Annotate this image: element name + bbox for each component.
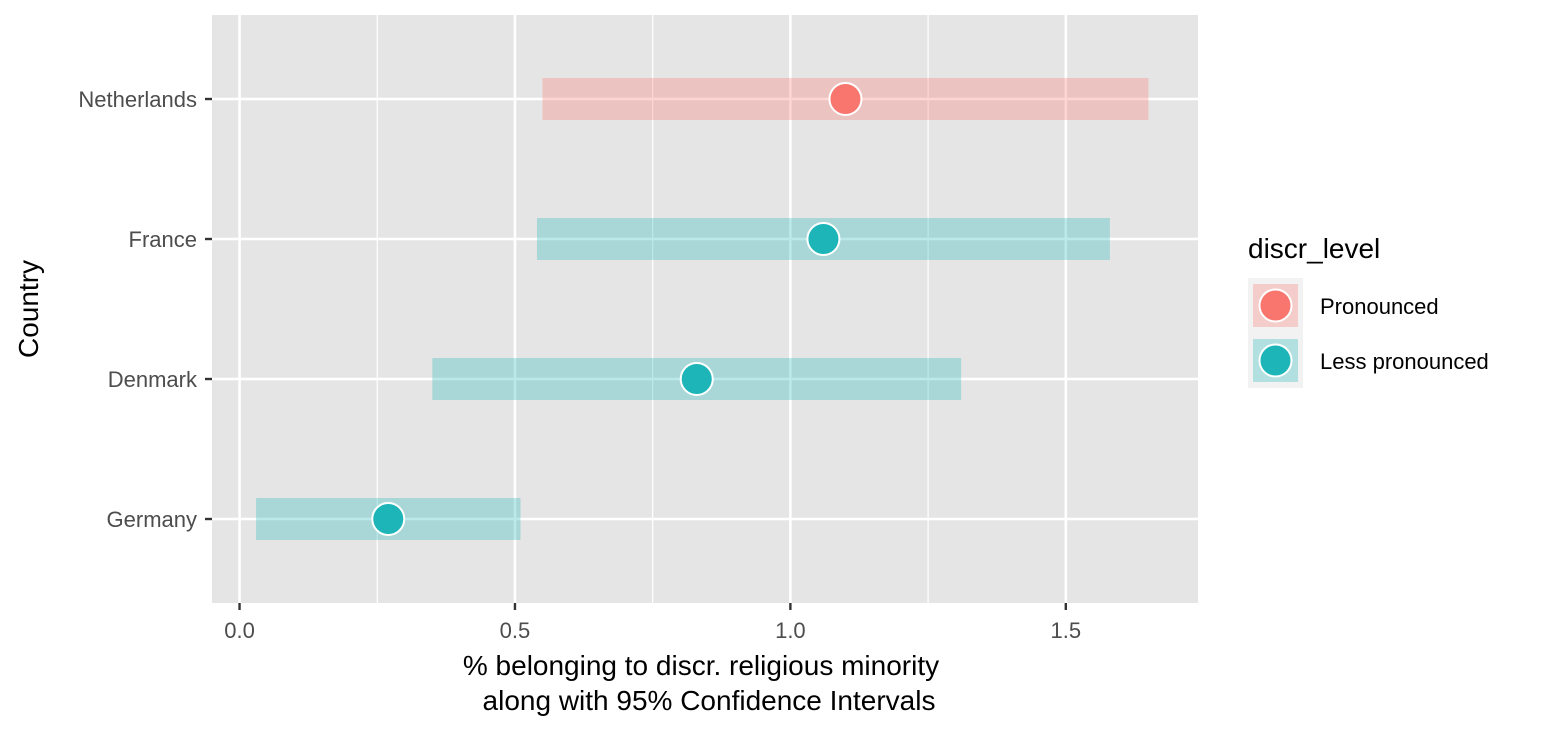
x-tick-label: 1.5 [1051, 618, 1082, 643]
legend-label: Less pronounced [1320, 349, 1489, 374]
x-tick-label: 0.5 [500, 618, 531, 643]
estimate-point [828, 82, 863, 116]
y-tick-label: Netherlands [78, 87, 197, 112]
y-axis-title: Country [13, 260, 44, 358]
estimate-point [679, 362, 714, 396]
legend-key-point [1258, 343, 1293, 378]
y-tick-label: Germany [107, 507, 197, 532]
legend-entries: Pronounced Less pronounced [1248, 278, 1489, 388]
estimate-point [806, 222, 841, 256]
legend-title: discr_level [1248, 233, 1380, 264]
x-tick-label: 0.0 [224, 618, 255, 643]
plot-panel [212, 15, 1198, 603]
y-tick-label: Denmark [108, 367, 198, 392]
x-axis: 0.0 0.5 1.0 1.5 [224, 603, 1081, 643]
x-tick-label: 1.0 [775, 618, 806, 643]
x-axis-title-line-1: % belonging to discr. religious minority [463, 650, 939, 681]
legend-label: Pronounced [1320, 294, 1439, 319]
legend-key-point [1258, 288, 1293, 323]
estimate-point [371, 502, 406, 536]
estimate-points [371, 82, 863, 536]
y-axis: Netherlands France Denmark Germany [78, 87, 212, 532]
y-tick-label: France [129, 227, 197, 252]
legend: discr_level Pronounced Less pronounced [1248, 233, 1489, 388]
x-axis-title-line-2: along with 95% Confidence Intervals [483, 685, 936, 716]
